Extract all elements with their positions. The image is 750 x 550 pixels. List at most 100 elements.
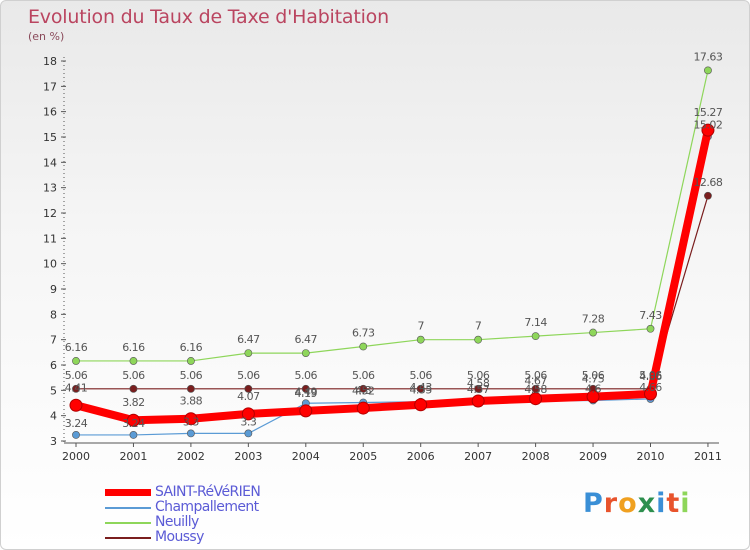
data-label: 4.3: [355, 384, 371, 397]
data-label: 7.28: [582, 313, 605, 326]
data-point: [644, 387, 657, 401]
x-tick-label: 2004: [292, 450, 320, 463]
data-point: [416, 335, 425, 344]
data-point: [359, 384, 368, 393]
data-point: [72, 357, 80, 365]
data-point: [244, 349, 253, 357]
data-label: 3.3: [240, 415, 256, 428]
logo-letter: o: [618, 488, 638, 519]
data-label: 4.41: [65, 381, 88, 394]
legend-swatch: [105, 522, 151, 524]
x-tick-label: 2006: [407, 450, 435, 463]
y-tick-label: 18: [43, 55, 57, 68]
data-point: [129, 431, 138, 439]
data-point: [471, 394, 485, 408]
data-label: 5.06: [295, 369, 318, 382]
data-label: 4.75: [582, 373, 605, 386]
data-point: [416, 384, 425, 393]
x-tick-label: 2003: [234, 450, 262, 463]
data-label: 6.73: [352, 327, 375, 340]
legend-swatch: [105, 489, 151, 496]
x-tick-label: 2010: [637, 450, 665, 463]
x-tick-label: 2007: [464, 450, 492, 463]
y-tick-label: 15: [43, 131, 57, 144]
data-label: 4.43: [409, 381, 432, 394]
data-point: [414, 398, 428, 412]
data-point: [531, 332, 540, 341]
data-label: 5.06: [180, 369, 203, 382]
y-tick-label: 13: [43, 182, 57, 195]
y-tick-label: 8: [50, 308, 57, 321]
logo-letter: x: [637, 488, 657, 519]
series-line-champallement: [75, 135, 709, 436]
x-tick-label: 2011: [694, 450, 722, 463]
y-tick-label: 14: [43, 156, 57, 169]
data-label: 5.06: [467, 369, 490, 382]
data-label: 4.67: [524, 375, 547, 388]
data-label: 4.6: [585, 382, 601, 395]
data-point: [356, 401, 370, 415]
series-line-neuilly: [75, 69, 709, 362]
logo-letter: r: [603, 488, 619, 519]
data-point: [704, 191, 712, 200]
legend-swatch: [105, 507, 151, 509]
y-tick-label: 11: [43, 232, 57, 245]
data-point: [529, 392, 543, 406]
data-label: 4.57: [467, 383, 490, 396]
data-point: [359, 342, 368, 351]
data-label: 4.86: [639, 370, 662, 383]
data-label: 15.02: [693, 118, 722, 131]
y-tick-label: 5: [50, 384, 57, 397]
data-point: [186, 429, 195, 438]
data-point: [646, 324, 655, 333]
data-label: 4.58: [467, 377, 490, 390]
data-label: 7: [417, 320, 424, 333]
x-tick-label: 2005: [349, 450, 377, 463]
y-tick-label: 3: [50, 435, 57, 448]
data-point: [704, 66, 712, 75]
data-point: [72, 431, 80, 439]
x-tick-label: 2008: [522, 450, 550, 463]
data-point: [244, 384, 253, 393]
data-point: [126, 413, 140, 427]
data-label: 3.82: [122, 396, 145, 409]
logo-letter: t: [666, 488, 681, 519]
data-label: 7: [475, 320, 482, 333]
data-label: 4.58: [524, 383, 547, 396]
data-label: 4.52: [352, 384, 375, 397]
data-point: [586, 390, 600, 404]
data-point: [474, 384, 483, 393]
data-point: [701, 123, 715, 137]
data-point: [299, 404, 313, 418]
x-tick-label: 2001: [119, 450, 147, 463]
legend-label: Moussy: [155, 529, 204, 545]
y-tick-label: 12: [43, 207, 57, 220]
data-point: [186, 357, 195, 365]
data-label: 4.07: [237, 390, 260, 403]
chart-title: Evolution du Taux de Taxe d'Habitation: [28, 6, 389, 28]
data-point: [244, 429, 253, 438]
data-label: 4.55: [409, 384, 432, 397]
data-label: 6.16: [65, 341, 88, 354]
data-point: [474, 335, 483, 344]
x-tick-label: 2000: [62, 450, 90, 463]
data-label: 6.47: [295, 333, 318, 346]
legend-label: Neuilly: [155, 514, 199, 530]
data-point: [69, 398, 83, 412]
data-label: 7.43: [639, 309, 662, 322]
data-label: 4.66: [639, 381, 662, 394]
data-point: [186, 384, 195, 393]
y-tick-label: 6: [50, 359, 57, 372]
series-line-saint-révérien: [72, 126, 712, 425]
y-tick-label: 9: [50, 283, 57, 296]
data-label: 5.06: [639, 369, 662, 382]
data-label: 3.24: [122, 417, 145, 430]
data-label: 5.06: [65, 369, 88, 382]
x-tick-label: 2002: [177, 450, 205, 463]
data-label: 3.3: [183, 415, 199, 428]
data-label: 6.16: [180, 341, 203, 354]
data-label: 6.16: [122, 341, 145, 354]
data-point: [301, 349, 310, 357]
data-label: 6.47: [237, 333, 260, 346]
